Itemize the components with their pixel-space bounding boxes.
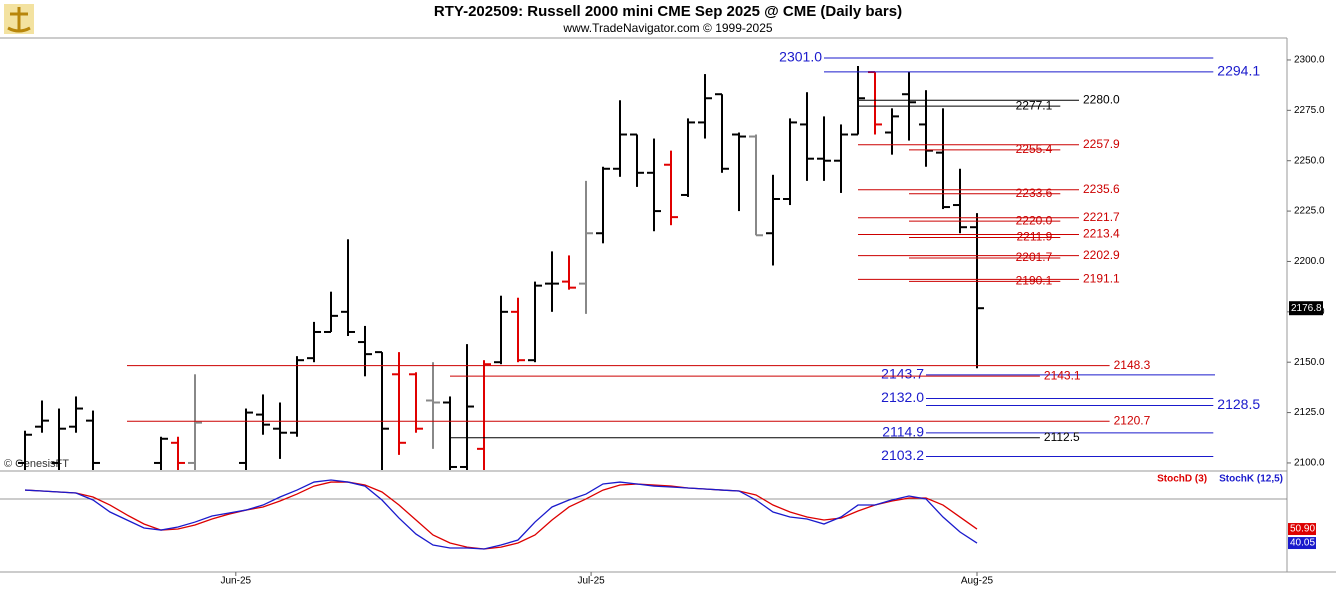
last-price-label: 2176.8	[1291, 303, 1322, 314]
level-label: 2211.9	[1016, 230, 1052, 244]
level-label: 2143.1	[1044, 368, 1081, 382]
watermark: © GenesisFT	[4, 458, 69, 470]
level-label: 2280.0	[1083, 92, 1120, 106]
y-tick-label: 2125.0	[1294, 407, 1325, 418]
chart-title: RTY-202509: Russell 2000 mini CME Sep 20…	[434, 3, 902, 20]
level-label: 2202.9	[1083, 248, 1120, 262]
level-label: 2301.0	[779, 49, 822, 65]
level-label: 2221.7	[1083, 210, 1120, 224]
level-label: 2294.1	[1217, 63, 1260, 79]
level-label: 2233.6	[1016, 186, 1053, 200]
logo	[4, 4, 34, 34]
last-value-box	[1288, 523, 1316, 536]
y-tick-label: 2225.0	[1294, 206, 1325, 217]
x-tick-label: Jun-25	[221, 576, 252, 587]
y-tick-label: 2100.0	[1294, 458, 1325, 469]
chart-subtitle: www.TradeNavigator.com © 1999-2025	[562, 21, 772, 35]
level-label: 2132.0	[881, 389, 924, 405]
last-value-label: 50.90	[1290, 524, 1315, 535]
legend-label: StochK (12,5)	[1219, 474, 1283, 485]
x-tick-label: Jul-25	[577, 576, 605, 587]
level-label: 2213.4	[1083, 227, 1120, 241]
level-label: 2190.1	[1016, 274, 1053, 288]
level-label: 2103.2	[881, 447, 924, 463]
y-tick-label: 2300.0	[1294, 55, 1325, 66]
level-label: 2277.1	[1016, 98, 1053, 112]
level-label: 2201.7	[1016, 250, 1053, 264]
y-tick-label: 2275.0	[1294, 105, 1325, 116]
level-label: 2191.1	[1083, 272, 1120, 286]
last-value-label: 40.05	[1290, 538, 1315, 549]
stoch-line	[24, 479, 978, 550]
level-label: 2220.0	[1016, 213, 1053, 227]
level-label: 2112.5	[1044, 430, 1080, 444]
level-label: 2143.7	[881, 366, 924, 382]
level-label: 2120.7	[1114, 413, 1151, 427]
level-label: 2128.5	[1217, 396, 1260, 412]
level-label: 2257.9	[1083, 137, 1120, 151]
level-label: 2235.6	[1083, 182, 1120, 196]
x-tick-label: Aug-25	[961, 576, 994, 587]
last-price-box	[1289, 301, 1323, 316]
stoch-panel	[24, 479, 978, 550]
level-label: 2255.4	[1016, 142, 1053, 156]
y-tick-label: 2250.0	[1294, 155, 1325, 166]
last-value-box	[1288, 537, 1316, 550]
legend-label: StochD (3)	[1157, 474, 1207, 485]
level-label: 2148.3	[1114, 358, 1151, 372]
stoch-line	[24, 481, 978, 550]
y-tick-label: 2200.0	[1294, 256, 1325, 267]
level-label: 2114.9	[882, 424, 924, 440]
y-tick-label: 2150.0	[1294, 357, 1325, 368]
